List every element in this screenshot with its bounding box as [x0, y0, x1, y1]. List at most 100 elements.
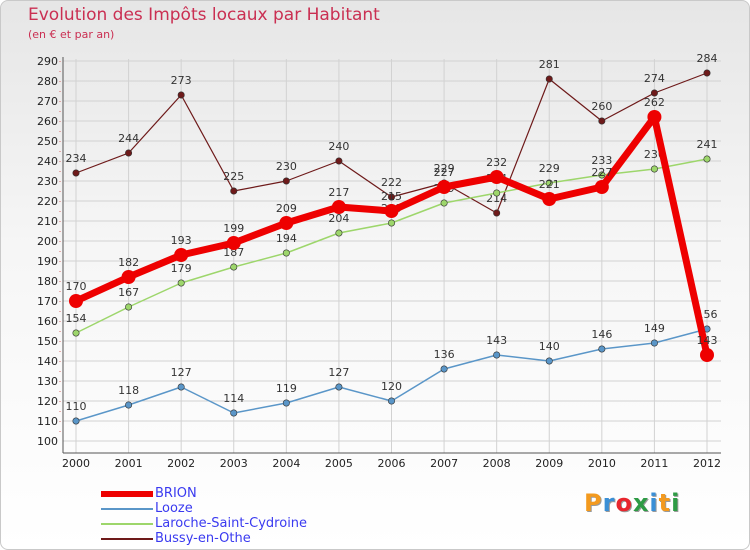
y-tick-label: 260 — [37, 115, 58, 128]
y-tick-label: 240 — [37, 155, 58, 168]
data-point-bussy-en-othe — [335, 157, 343, 165]
legend-swatch — [101, 491, 153, 497]
chart-title: Evolution des Impôts locaux par Habitant — [28, 5, 380, 25]
data-point-brion — [174, 248, 189, 262]
data-label-looze: 127 — [328, 366, 349, 379]
data-label-laroche-saint-cydroine: 204 — [328, 212, 349, 225]
data-point-bussy-en-othe — [125, 149, 133, 157]
data-point-brion — [69, 294, 83, 308]
data-label-looze: 119 — [276, 382, 297, 395]
x-tick-label: 2007 — [430, 457, 458, 470]
y-tick-label: 200 — [37, 235, 58, 248]
data-point-laroche-saint-cydroine — [493, 189, 501, 197]
data-label-brion: 209 — [276, 202, 297, 215]
legend-swatch — [101, 538, 153, 540]
data-label-laroche-saint-cydroine: 241 — [697, 138, 718, 151]
data-label-bussy-en-othe: 281 — [539, 58, 560, 71]
data-point-looze — [335, 383, 343, 391]
data-label-looze: 127 — [171, 366, 192, 379]
y-tick-label: 120 — [37, 395, 58, 408]
data-point-bussy-en-othe — [230, 187, 238, 195]
data-label-looze: 114 — [223, 392, 244, 405]
data-point-looze — [440, 365, 448, 373]
data-point-bussy-en-othe — [177, 91, 185, 99]
data-label-bussy-en-othe: 230 — [276, 160, 297, 173]
data-label-bussy-en-othe: 284 — [697, 52, 718, 65]
x-tick-label: 2004 — [272, 457, 300, 470]
data-point-bussy-en-othe — [493, 209, 501, 217]
x-tick-label: 2006 — [378, 457, 406, 470]
legend-label: BRION — [155, 486, 197, 501]
y-tick-label: 130 — [37, 375, 58, 388]
data-point-looze — [598, 345, 606, 353]
data-point-laroche-saint-cydroine — [650, 165, 658, 173]
data-label-looze: 136 — [434, 348, 455, 361]
data-point-bussy-en-othe — [282, 177, 290, 185]
y-tick-label: 250 — [37, 135, 58, 148]
y-tick-label: 100 — [37, 435, 58, 448]
data-label-looze: 140 — [539, 340, 560, 353]
data-point-looze — [230, 409, 238, 417]
data-label-laroche-saint-cydroine: 187 — [223, 246, 244, 259]
data-point-laroche-saint-cydroine — [177, 279, 185, 287]
data-point-looze — [545, 357, 553, 365]
data-point-brion — [437, 180, 452, 194]
y-tick-label: 170 — [37, 295, 58, 308]
data-point-bussy-en-othe — [703, 69, 711, 77]
legend-label: Bussy-en-Othe — [155, 531, 251, 546]
x-tick-label: 2001 — [115, 457, 143, 470]
data-label-looze: 149 — [644, 322, 665, 335]
data-point-laroche-saint-cydroine — [598, 171, 606, 179]
data-label-laroche-saint-cydroine: 229 — [539, 162, 560, 175]
data-label-laroche-saint-cydroine: 194 — [276, 232, 297, 245]
data-label-looze: 143 — [486, 334, 507, 347]
x-tick-label: 2011 — [640, 457, 668, 470]
y-tick-label: 140 — [37, 355, 58, 368]
legend-label: Laroche-Saint-Cydroine — [155, 516, 308, 531]
data-label-brion: 262 — [644, 96, 665, 109]
data-point-laroche-saint-cydroine — [230, 263, 238, 271]
data-point-brion — [594, 180, 609, 194]
data-label-brion: 227 — [591, 166, 612, 179]
data-label-bussy-en-othe: 260 — [591, 100, 612, 113]
data-label-bussy-en-othe: 234 — [66, 152, 87, 165]
data-label-brion: 217 — [328, 186, 349, 199]
data-point-brion — [226, 236, 241, 250]
data-label-bussy-en-othe: 273 — [171, 74, 192, 87]
data-label-brion: 221 — [539, 178, 560, 191]
data-point-brion — [489, 170, 504, 184]
y-tick-label: 180 — [37, 275, 58, 288]
data-label-bussy-en-othe: 214 — [486, 192, 507, 205]
data-label-laroche-saint-cydroine: 233 — [591, 154, 612, 167]
data-point-looze — [493, 351, 501, 359]
data-point-bussy-en-othe — [387, 193, 395, 201]
data-point-looze — [282, 399, 290, 407]
data-label-bussy-en-othe: 244 — [118, 132, 139, 145]
data-point-brion — [647, 110, 662, 124]
x-tick-label: 2008 — [483, 457, 511, 470]
data-label-laroche-saint-cydroine: 179 — [171, 262, 192, 275]
y-tick-label: 110 — [37, 415, 58, 428]
data-point-laroche-saint-cydroine — [387, 219, 395, 227]
data-label-bussy-en-othe: 274 — [644, 72, 665, 85]
data-label-brion: 170 — [66, 280, 87, 293]
data-label-looze: 118 — [118, 384, 139, 397]
data-point-looze — [125, 401, 133, 409]
data-point-brion — [279, 216, 294, 230]
data-label-brion: 182 — [118, 256, 139, 269]
data-point-bussy-en-othe — [650, 89, 658, 97]
data-point-brion — [700, 348, 714, 362]
data-point-laroche-saint-cydroine — [72, 329, 80, 337]
data-point-looze — [72, 417, 80, 425]
data-point-laroche-saint-cydroine — [440, 199, 448, 207]
data-label-bussy-en-othe: 225 — [223, 170, 244, 183]
data-label-looze: 146 — [591, 328, 612, 341]
data-label-bussy-en-othe: 229 — [434, 162, 455, 175]
data-point-laroche-saint-cydroine — [335, 229, 343, 237]
data-point-laroche-saint-cydroine — [125, 303, 133, 311]
x-tick-label: 2003 — [220, 457, 248, 470]
data-label-laroche-saint-cydroine: 154 — [66, 312, 87, 325]
x-tick-label: 2009 — [535, 457, 563, 470]
